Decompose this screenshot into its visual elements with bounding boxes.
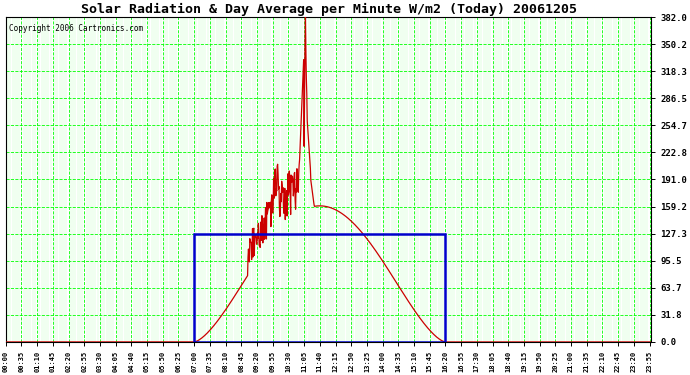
Bar bbox=[194, 234, 446, 342]
Text: Copyright 2006 Cartronics.com: Copyright 2006 Cartronics.com bbox=[9, 24, 143, 33]
Title: Solar Radiation & Day Average per Minute W/m2 (Today) 20061205: Solar Radiation & Day Average per Minute… bbox=[81, 3, 577, 16]
